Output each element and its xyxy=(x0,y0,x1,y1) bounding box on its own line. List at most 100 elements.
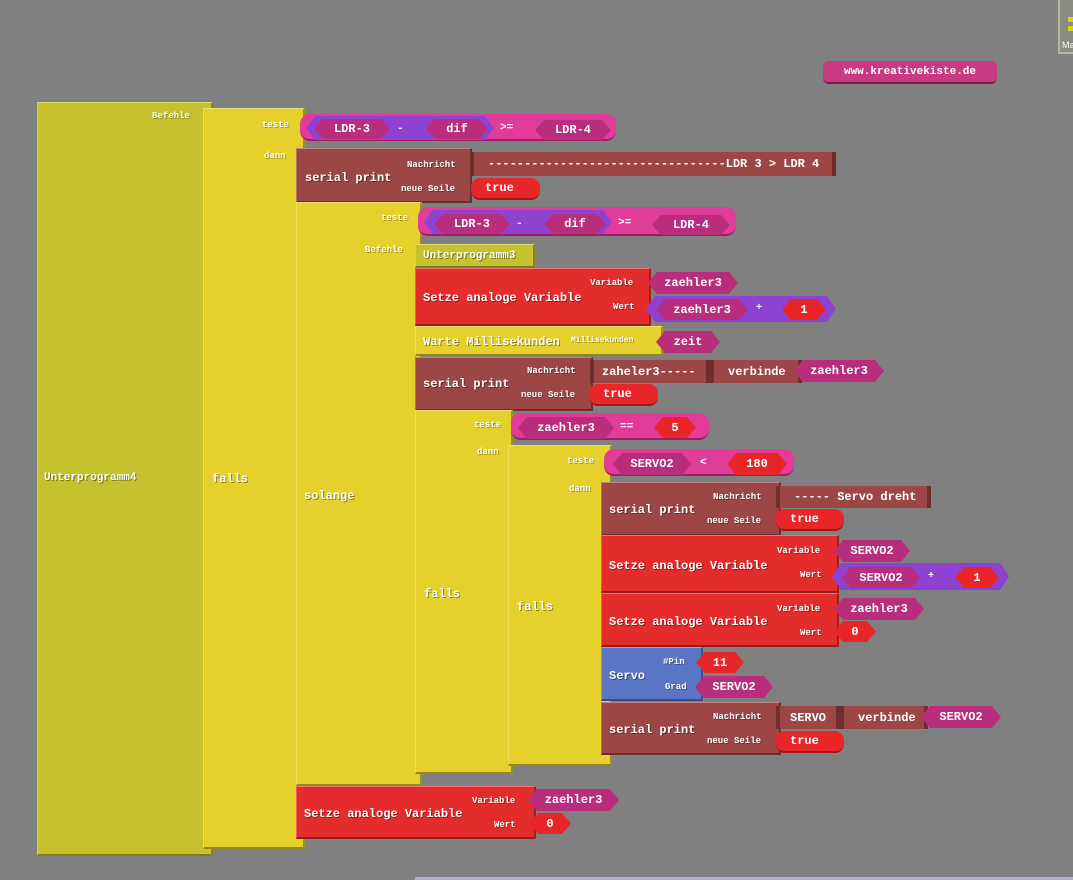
newline-true[interactable]: true xyxy=(471,178,540,200)
value-text: SERVO2 xyxy=(859,570,903,585)
constant-11[interactable]: 11 xyxy=(696,652,744,673)
value-text: true xyxy=(790,734,819,748)
value-text: 1 xyxy=(973,570,981,585)
value-text: zaehler3 xyxy=(673,302,731,317)
wait-block[interactable] xyxy=(415,326,663,356)
value-text: LDR-3 xyxy=(333,122,370,136)
if-block-2[interactable] xyxy=(415,410,513,774)
serial-print-block-3[interactable] xyxy=(601,482,781,536)
millisekunden-label: Millisekunden xyxy=(571,336,634,345)
value-text: zaehler3 xyxy=(537,421,595,435)
operator-equals: == xyxy=(620,421,634,433)
operator-plus: + xyxy=(756,303,763,314)
value-text: zaehler3 xyxy=(850,602,908,616)
constant-5[interactable]: 5 xyxy=(654,417,696,438)
operator-gte: >= xyxy=(500,122,514,134)
message-string[interactable]: zaheler3----- xyxy=(590,360,710,383)
constant-0[interactable]: 0 xyxy=(529,813,571,834)
variable-zaehler3[interactable]: zaehler3 xyxy=(528,789,619,811)
grad-label: Grad xyxy=(665,682,687,692)
neue-seile-label: neue Seile xyxy=(401,184,456,194)
palette-panel[interactable]: Ma xyxy=(1058,0,1073,54)
constant-1[interactable]: 1 xyxy=(782,299,826,320)
constant-180[interactable]: 180 xyxy=(727,453,787,475)
if-block-1[interactable] xyxy=(203,108,305,849)
value-text: SERVO xyxy=(790,710,827,725)
value-text: LDR-4 xyxy=(672,218,709,232)
value-text: zaehler3 xyxy=(664,276,722,290)
variable-ldr3[interactable]: LDR-3 xyxy=(434,214,510,234)
newline-true[interactable]: true xyxy=(776,509,844,531)
set-variable-block-1[interactable] xyxy=(415,268,651,326)
variable-ldr4[interactable]: LDR-4 xyxy=(535,120,611,140)
value-text: verbinde xyxy=(858,710,916,725)
variable-dif[interactable]: dif xyxy=(426,119,488,139)
neue-seile-label: neue Seile xyxy=(707,736,762,746)
constant-0[interactable]: 0 xyxy=(834,621,876,642)
variable-zaehler3[interactable]: zaehler3 xyxy=(648,272,738,294)
variable-zaehler3[interactable]: zaehler3 xyxy=(834,598,924,620)
value-text: zaehler3 xyxy=(810,364,868,378)
set-variable-block-2[interactable] xyxy=(601,535,839,593)
variable-dif[interactable]: dif xyxy=(544,214,606,234)
serial-print-block-2[interactable] xyxy=(415,357,593,411)
panel-icon xyxy=(1068,17,1073,22)
nachricht-label: Nachricht xyxy=(527,366,576,376)
variable-zaehler3[interactable]: zaehler3 xyxy=(656,299,748,320)
teste-label: teste xyxy=(381,213,409,223)
wert-label: Wert xyxy=(613,302,635,312)
join-block[interactable]: verbinde xyxy=(840,706,928,729)
variable-servo2[interactable]: SERVO2 xyxy=(842,567,920,588)
if-label: falls xyxy=(424,587,461,601)
value-text: verbinde xyxy=(728,364,786,379)
constant-1[interactable]: 1 xyxy=(955,567,999,588)
variable-zeit[interactable]: zeit xyxy=(656,331,720,353)
wert-label: Wert xyxy=(800,628,822,638)
operator-gte: >= xyxy=(618,217,632,229)
value-text: ----- Servo dreht xyxy=(794,490,917,504)
variable-servo2[interactable]: SERVO2 xyxy=(834,540,910,562)
value-text: zeit xyxy=(673,335,703,349)
value-text: 0 xyxy=(546,816,554,831)
bottom-scrollbar[interactable] xyxy=(415,877,1073,880)
set-variable-block-4[interactable] xyxy=(296,786,536,839)
value-text: true xyxy=(485,181,514,195)
variable-zaehler3[interactable]: zaehler3 xyxy=(794,360,884,382)
join-block[interactable]: verbinde xyxy=(710,360,802,383)
message-string[interactable]: ---------------------------------LDR 3 >… xyxy=(470,152,836,176)
block-title: Unterprogramm3 xyxy=(423,250,516,262)
value-text: true xyxy=(790,512,819,526)
message-string[interactable]: ----- Servo dreht xyxy=(776,486,931,508)
watermark-block: www.kreativekiste.de xyxy=(823,61,997,84)
panel-label: Ma xyxy=(1062,40,1073,50)
variable-servo2[interactable]: SERVO2 xyxy=(921,706,1001,728)
value-text: 11 xyxy=(712,655,728,670)
befehle-label: Befehle xyxy=(152,111,190,121)
variable-ldr3[interactable]: LDR-3 xyxy=(314,119,390,139)
variable-servo2[interactable]: SERVO2 xyxy=(613,453,691,475)
newline-true[interactable]: true xyxy=(776,731,844,753)
nachricht-label: Nachricht xyxy=(407,160,456,170)
message-string[interactable]: SERVO xyxy=(776,706,840,729)
value-text: SERVO2 xyxy=(850,544,894,558)
teste-label: teste xyxy=(567,456,595,466)
call-unterprogramm3[interactable] xyxy=(415,244,535,268)
set-variable-block-3[interactable] xyxy=(601,593,839,647)
newline-true[interactable]: true xyxy=(589,384,658,406)
variable-servo2[interactable]: SERVO2 xyxy=(695,676,773,698)
if-label: falls xyxy=(212,472,249,486)
value-text: ---------------------------------LDR 3 >… xyxy=(488,157,820,171)
serial-print-block-1[interactable] xyxy=(296,148,472,203)
block-title: Warte Millisekunden xyxy=(423,335,560,349)
block-title: Setze analoge Variable xyxy=(609,559,768,573)
nachricht-label: Nachricht xyxy=(713,712,762,722)
variable-zaehler3[interactable]: zaehler3 xyxy=(518,417,614,439)
dann-label: dann xyxy=(264,151,286,161)
subroutine-unterprogramm4[interactable] xyxy=(37,102,213,856)
block-title: serial print xyxy=(609,503,696,517)
pin-label: #Pin xyxy=(663,657,685,667)
variable-ldr4[interactable]: LDR-4 xyxy=(652,215,730,235)
value-text: true xyxy=(603,387,632,401)
value-text: 1 xyxy=(800,302,808,317)
servo-block[interactable] xyxy=(601,647,703,701)
